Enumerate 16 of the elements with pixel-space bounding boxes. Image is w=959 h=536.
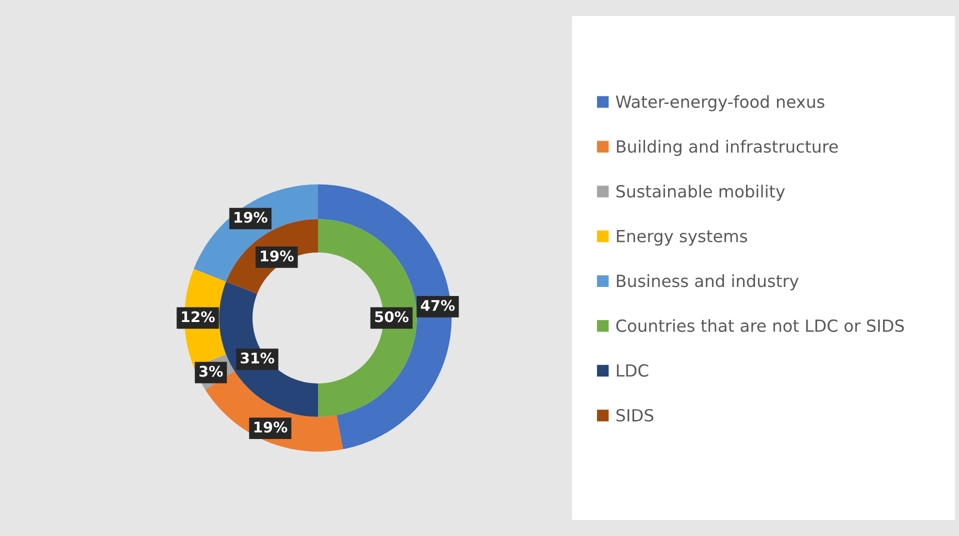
legend-label: Sustainable mobility — [616, 184, 785, 201]
legend-label: Business and industry — [616, 274, 799, 290]
legend-label: Building and infrastructure — [616, 140, 838, 156]
legend-label: SIDS — [616, 408, 654, 422]
legend-label: LDC — [616, 364, 648, 377]
data-label: 50% — [375, 311, 408, 322]
data-label: 47% — [420, 300, 455, 311]
data-label: 19% — [234, 212, 268, 223]
legend-label: Countries that are not LDC or SIDS — [616, 319, 904, 332]
data-label: 3% — [199, 366, 223, 377]
data-label: 19% — [254, 422, 288, 433]
legend-label: Water-energy-food nexus — [616, 95, 824, 112]
data-label: 12% — [182, 311, 215, 322]
data-label: 19% — [260, 250, 294, 262]
legend-label: Energy systems — [616, 230, 748, 246]
data-label: 31% — [240, 352, 274, 364]
